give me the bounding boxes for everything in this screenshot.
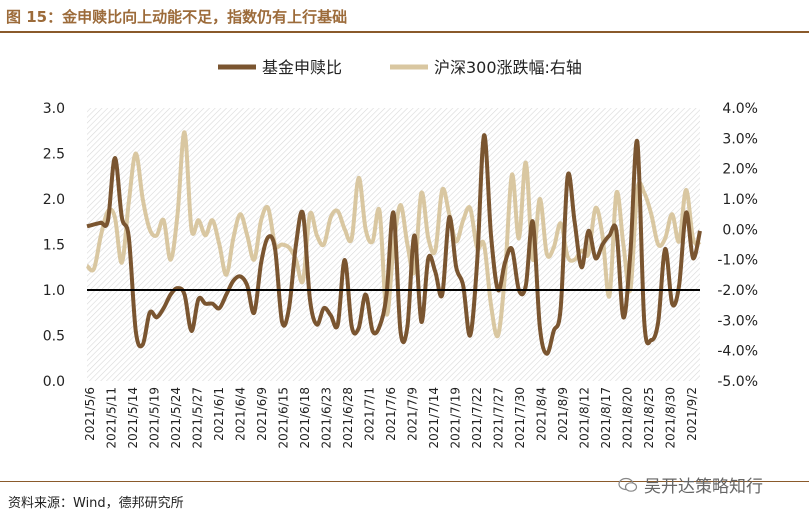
legend-label: 基金申赎比	[262, 58, 342, 77]
watermark-text: 吴开达策略知行	[644, 477, 763, 497]
wechat-icon	[618, 477, 638, 492]
right-axis-tick-label: 2.0%	[722, 162, 758, 178]
x-axis-tick-label: 2021/6/23	[319, 387, 333, 449]
x-axis-tick-label: 2021/6/15	[276, 387, 290, 449]
x-axis-tick-label: 2021/8/9	[556, 387, 570, 441]
right-axis-tick-label: -2.0%	[717, 283, 758, 299]
left-axis-tick-label: 2.0	[43, 192, 65, 208]
footer-divider	[0, 481, 809, 482]
right-axis-tick-label: -1.0%	[717, 253, 758, 269]
x-axis-tick-label: 2021/8/20	[620, 387, 634, 449]
left-axis-tick-label: 0.0	[43, 374, 65, 390]
x-axis-tick-label: 2021/5/24	[169, 387, 183, 449]
x-axis-tick-label: 2021/8/17	[599, 387, 613, 449]
right-axis-tick-label: 1.0%	[722, 192, 758, 208]
legend-label: 沪深300涨跌幅:右轴	[434, 58, 582, 77]
left-axis-tick-label: 1.5	[43, 238, 65, 254]
left-axis-tick-label: 1.0	[43, 283, 65, 299]
right-axis-tick-label: 3.0%	[722, 131, 758, 147]
x-axis-tick-label: 2021/9/2	[685, 387, 699, 441]
x-axis-tick-label: 2021/7/9	[405, 387, 419, 441]
x-axis-tick-label: 2021/7/14	[427, 387, 441, 449]
x-axis-tick-label: 2021/6/4	[233, 387, 247, 441]
x-axis-tick-label: 2021/5/19	[147, 387, 161, 449]
left-axis-tick-label: 3.0	[43, 101, 65, 117]
series-line	[86, 133, 702, 356]
x-axis-tick-label: 2021/5/27	[190, 387, 204, 449]
chart-area: 0.0 0.5 1.0 1.5 2.0 2.5 3.0 -5.0% -4.0% -3.0% -2.0…	[43, 58, 758, 449]
x-axis-tick-label: 2021/6/1	[212, 387, 226, 441]
right-axis-tick-label: -5.0%	[717, 374, 758, 390]
left-axis-tick-label: 2.5	[43, 147, 65, 163]
x-axis-tick-label: 2021/8/30	[663, 387, 677, 449]
right-axis-tick-label: 4.0%	[722, 101, 758, 117]
chart-title: 图 15：金申赎比向上动能不足，指数仍有上行基础	[6, 8, 348, 26]
x-axis-tick-label: 2021/6/28	[341, 387, 355, 449]
x-axis-tick-label: 2021/5/11	[104, 387, 118, 449]
x-axis-tick-label: 2021/8/4	[534, 387, 548, 441]
series-line	[85, 130, 702, 339]
left-axis-tick-label: 0.5	[43, 329, 65, 345]
x-axis-tick-label: 2021/7/27	[491, 387, 505, 449]
right-axis-tick-label: -4.0%	[717, 344, 758, 360]
x-axis-tick-label: 2021/7/6	[384, 387, 398, 441]
x-axis-tick-label: 2021/8/12	[577, 387, 591, 449]
x-axis-tick-label: 2021/7/30	[513, 387, 527, 449]
x-axis-tick-label: 2021/5/6	[83, 387, 97, 441]
x-axis-tick-label: 2021/8/25	[642, 387, 656, 449]
x-axis-tick-label: 2021/6/9	[255, 387, 269, 441]
right-axis-tick-label: -3.0%	[717, 313, 758, 329]
watermark: 吴开达策略知行	[618, 472, 763, 497]
right-axis-tick-label: 0.0%	[722, 222, 758, 238]
x-axis-tick-label: 2021/5/14	[126, 387, 140, 449]
x-axis-tick-label: 2021/7/22	[470, 387, 484, 449]
source-note: 资料来源：Wind，德邦研究所	[8, 496, 184, 511]
x-axis-tick-label: 2021/7/1	[362, 387, 376, 441]
title-divider	[0, 31, 809, 33]
x-axis-tick-label: 2021/7/19	[448, 387, 462, 449]
x-axis-tick-label: 2021/6/18	[298, 387, 312, 449]
